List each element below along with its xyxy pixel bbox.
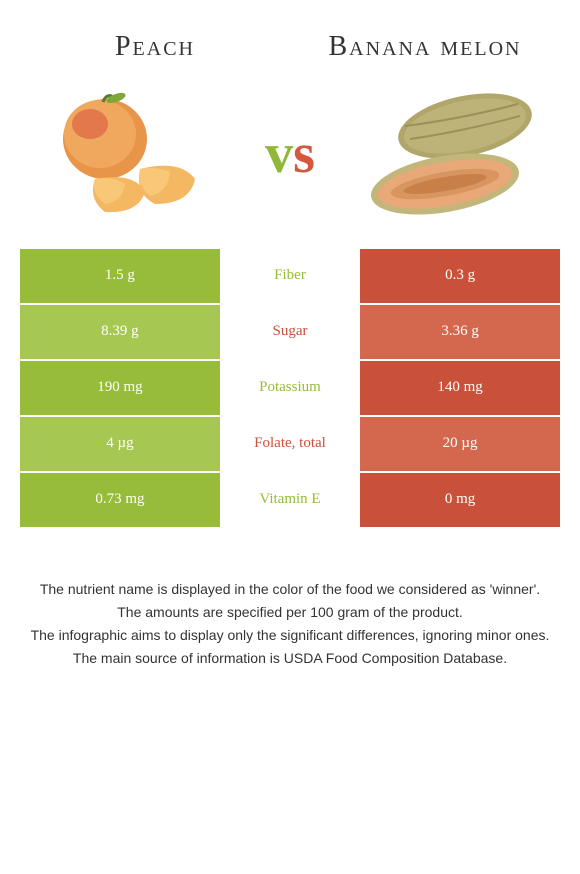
footer-line: The nutrient name is displayed in the co… (20, 579, 560, 600)
nutrient-label: Vitamin E (220, 473, 360, 527)
nutrient-row: 190 mgPotassium140 mg (20, 361, 560, 415)
right-food-title: Banana melon (317, 30, 533, 64)
footer-line: The amounts are specified per 100 gram o… (20, 602, 560, 623)
left-value: 190 mg (20, 361, 220, 415)
footer-notes: The nutrient name is displayed in the co… (0, 529, 580, 669)
right-value: 0.3 g (360, 249, 560, 303)
vs-label: vs (265, 122, 315, 186)
right-value: 0 mg (360, 473, 560, 527)
nutrient-row: 8.39 gSugar3.36 g (20, 305, 560, 359)
vs-s-letter: s (293, 123, 315, 185)
nutrient-row: 1.5 gFiber0.3 g (20, 249, 560, 303)
nutrient-table: 1.5 gFiber0.3 g8.39 gSugar3.36 g190 mgPo… (20, 249, 560, 527)
left-value: 8.39 g (20, 305, 220, 359)
images-row: vs (0, 74, 580, 249)
right-value: 20 µg (360, 417, 560, 471)
right-value: 3.36 g (360, 305, 560, 359)
left-value: 1.5 g (20, 249, 220, 303)
left-value: 4 µg (20, 417, 220, 471)
peach-image (40, 84, 220, 224)
footer-line: The infographic aims to display only the… (20, 625, 560, 646)
nutrient-row: 0.73 mgVitamin E0 mg (20, 473, 560, 527)
right-value: 140 mg (360, 361, 560, 415)
nutrient-label: Folate, total (220, 417, 360, 471)
nutrient-label: Potassium (220, 361, 360, 415)
nutrient-label: Fiber (220, 249, 360, 303)
left-value: 0.73 mg (20, 473, 220, 527)
nutrient-row: 4 µgFolate, total20 µg (20, 417, 560, 471)
footer-line: The main source of information is USDA F… (20, 648, 560, 669)
melon-image (360, 84, 540, 224)
header: Peach Banana melon (0, 0, 580, 74)
vs-v-letter: v (265, 123, 293, 185)
nutrient-label: Sugar (220, 305, 360, 359)
left-food-title: Peach (47, 30, 263, 64)
